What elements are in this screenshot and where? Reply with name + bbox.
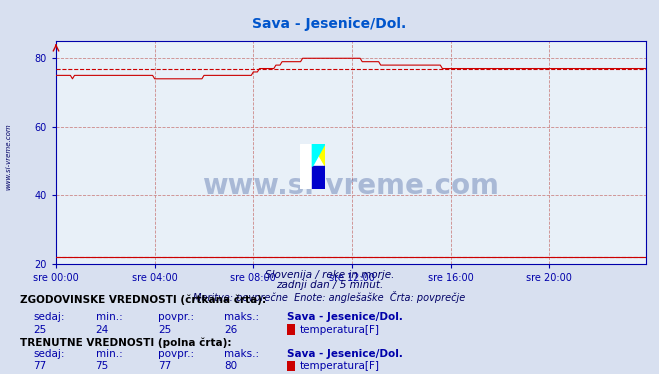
Text: temperatura[F]: temperatura[F] [300,325,380,335]
Text: 77: 77 [33,361,46,371]
Polygon shape [312,144,325,166]
Text: 80: 80 [224,361,237,371]
Text: zadnji dan / 5 minut.: zadnji dan / 5 minut. [276,280,383,291]
Polygon shape [312,166,325,189]
Text: Sava - Jesenice/Dol.: Sava - Jesenice/Dol. [287,312,403,322]
Text: 24: 24 [96,325,109,335]
Text: TRENUTNE VREDNOSTI (polna črta):: TRENUTNE VREDNOSTI (polna črta): [20,337,231,348]
Text: www.si-vreme.com: www.si-vreme.com [5,124,11,190]
Text: www.si-vreme.com: www.si-vreme.com [202,172,500,200]
Text: povpr.:: povpr.: [158,312,194,322]
Text: Slovenija / reke in morje.: Slovenija / reke in morje. [265,270,394,280]
Text: 25: 25 [158,325,171,335]
Text: 26: 26 [224,325,237,335]
Text: Meritve: povprečne  Enote: anglešaške  Črta: povprečje: Meritve: povprečne Enote: anglešaške Črt… [193,291,466,303]
Text: sedaj:: sedaj: [33,312,65,322]
Text: min.:: min.: [96,312,123,322]
Text: min.:: min.: [96,349,123,359]
Text: maks.:: maks.: [224,312,259,322]
Text: sedaj:: sedaj: [33,349,65,359]
Text: 75: 75 [96,361,109,371]
Text: Sava - Jesenice/Dol.: Sava - Jesenice/Dol. [252,17,407,31]
Text: 77: 77 [158,361,171,371]
Text: povpr.:: povpr.: [158,349,194,359]
Polygon shape [312,144,325,166]
Text: temperatura[F]: temperatura[F] [300,361,380,371]
Text: 25: 25 [33,325,46,335]
Text: maks.:: maks.: [224,349,259,359]
Text: Sava - Jesenice/Dol.: Sava - Jesenice/Dol. [287,349,403,359]
Text: ZGODOVINSKE VREDNOSTI (črtkana črta):: ZGODOVINSKE VREDNOSTI (črtkana črta): [20,294,266,305]
